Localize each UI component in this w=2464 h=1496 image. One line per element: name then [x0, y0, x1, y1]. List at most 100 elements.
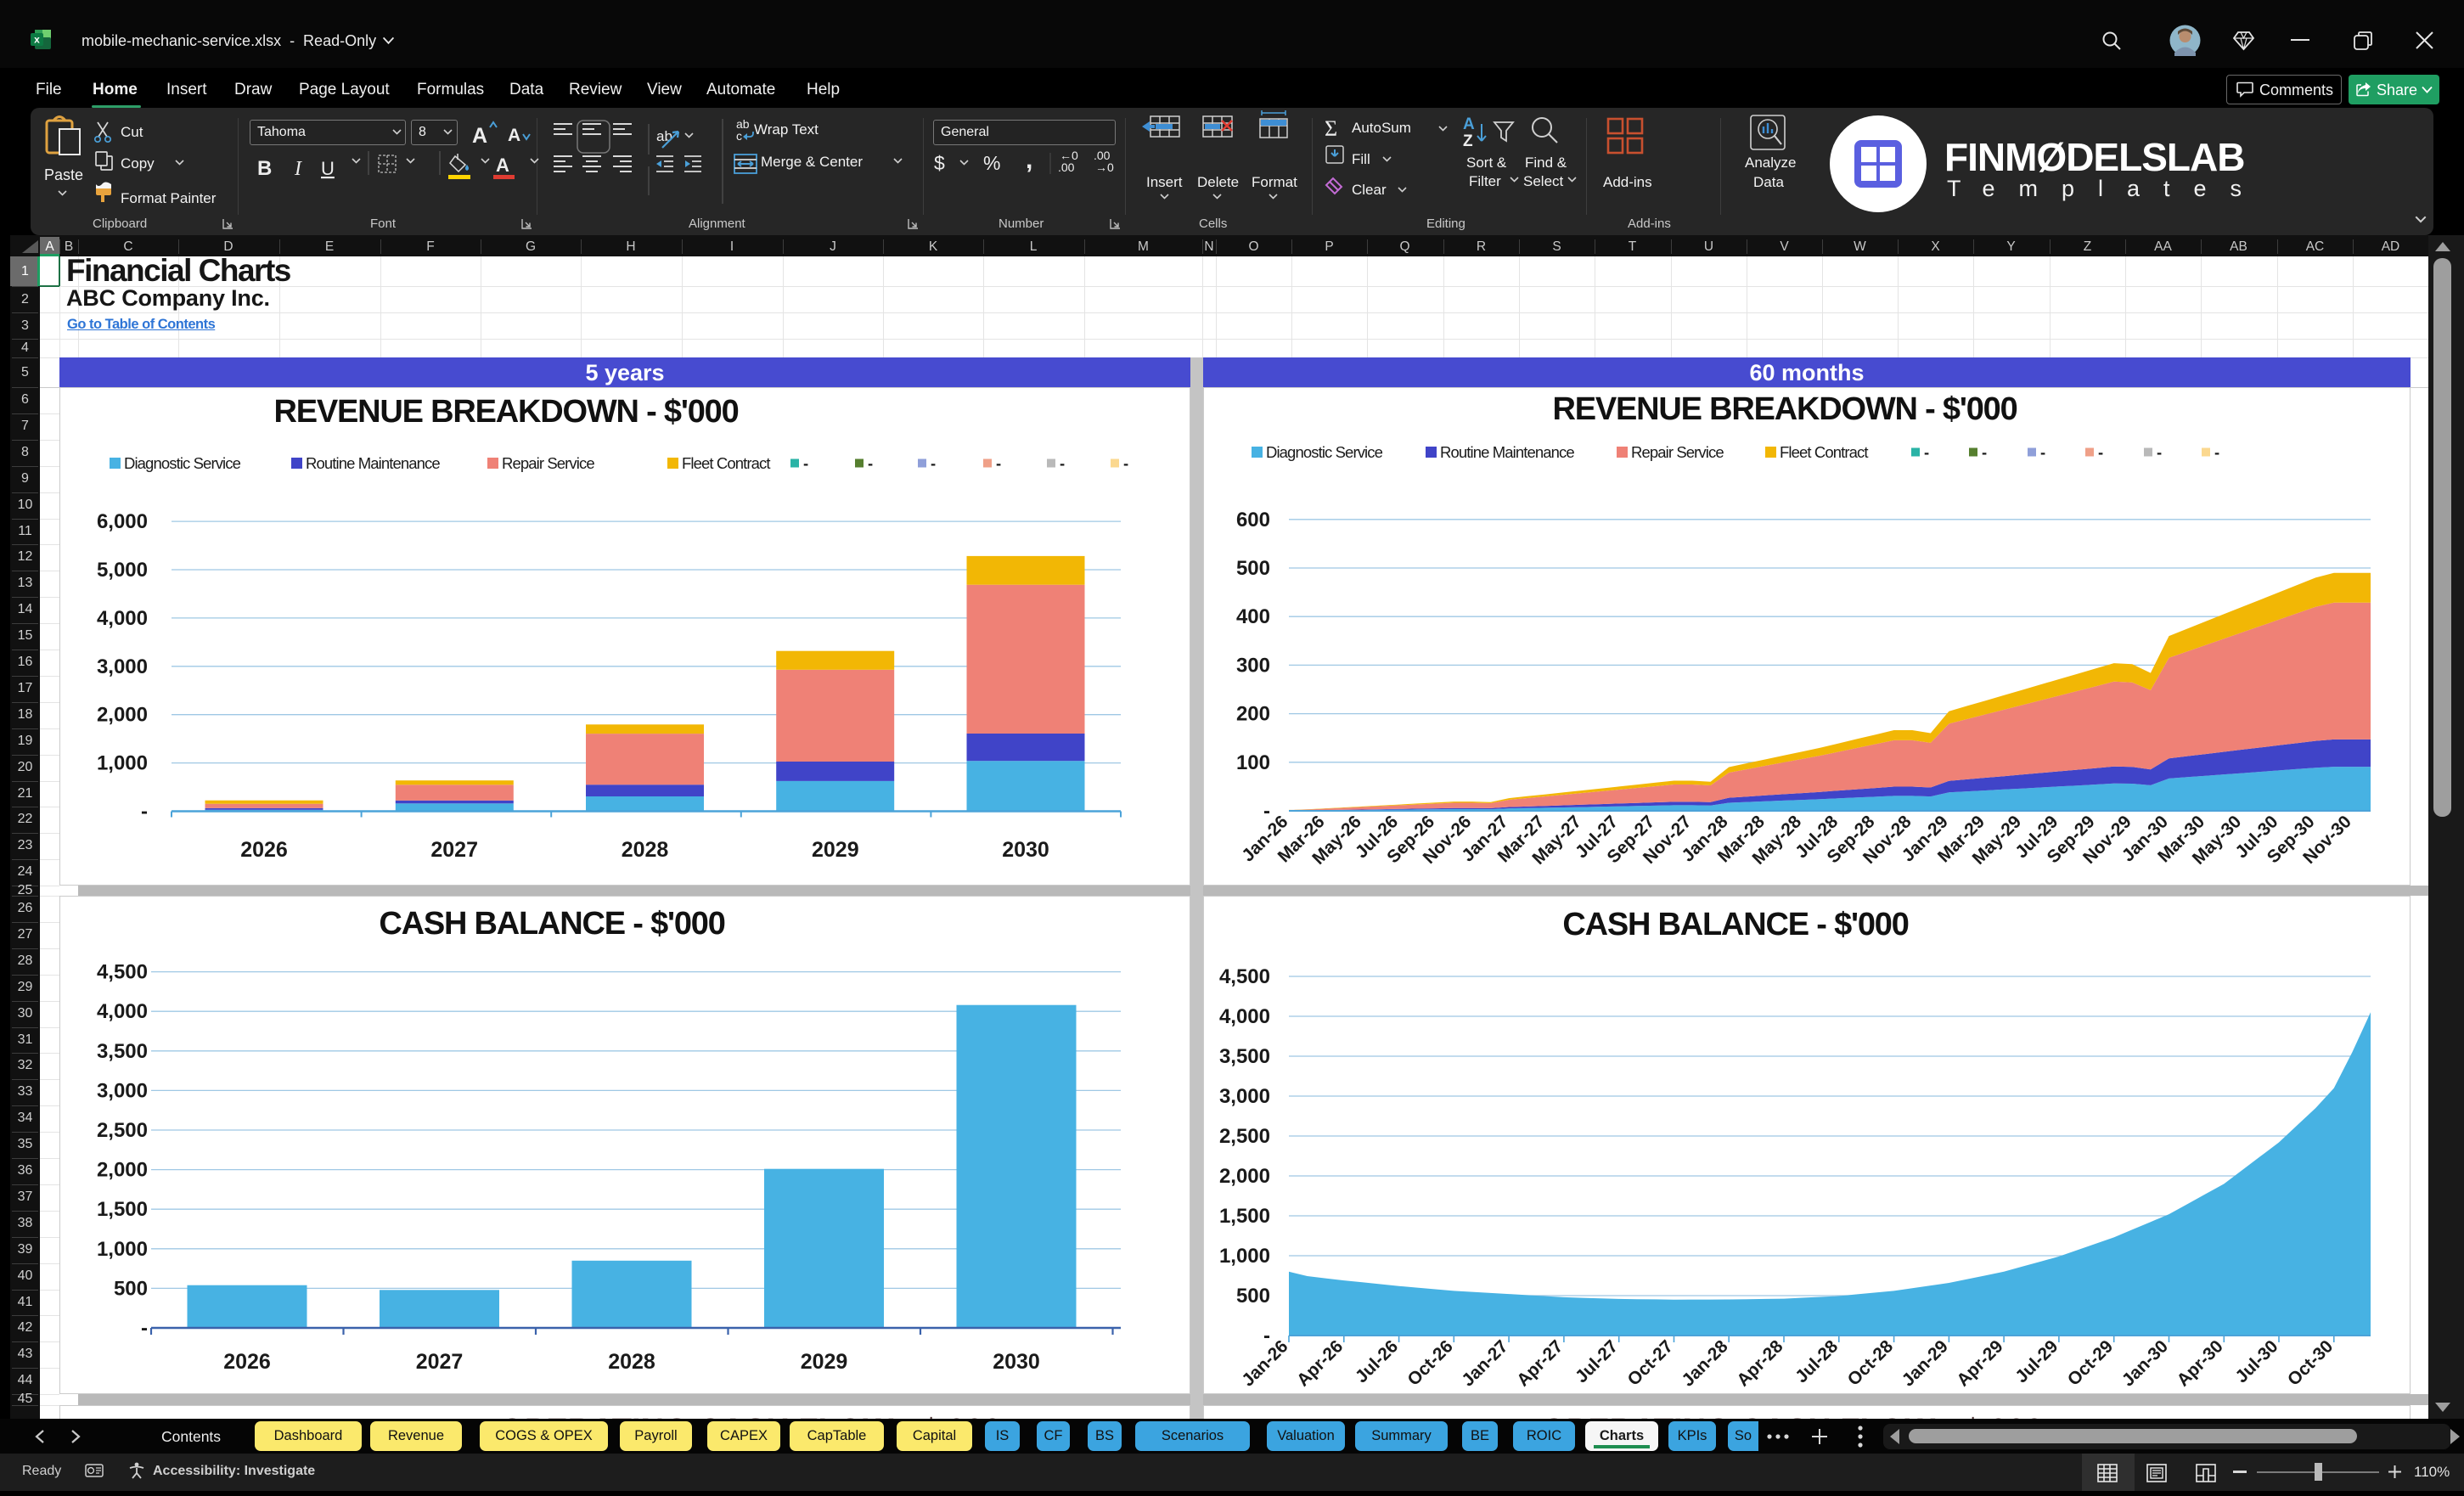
svg-text:5,000: 5,000 [97, 559, 148, 582]
svg-text:2026: 2026 [240, 838, 288, 862]
svg-text:Jul-28: Jul-28 [1792, 1336, 1842, 1386]
svg-text:-: - [2098, 443, 2103, 461]
svg-text:1,500: 1,500 [97, 1198, 148, 1221]
svg-text:Jan-29: Jan-29 [1899, 1336, 1952, 1390]
svg-text:Repair Service: Repair Service [502, 454, 594, 472]
svg-text:Apr-26: Apr-26 [1293, 1336, 1347, 1390]
svg-text:4,500: 4,500 [97, 961, 148, 984]
svg-text:Apr-27: Apr-27 [1513, 1336, 1567, 1390]
svg-text:-: - [1263, 800, 1270, 823]
svg-text:Diagnostic Service: Diagnostic Service [124, 454, 241, 472]
svg-text:Σ: Σ [1325, 116, 1337, 141]
svg-text:-: - [1924, 443, 1929, 461]
svg-text:-: - [2214, 443, 2219, 461]
svg-text:-: - [141, 801, 148, 824]
svg-text:3,500: 3,500 [1219, 1045, 1270, 1068]
svg-text:Apr-28: Apr-28 [1733, 1336, 1787, 1391]
svg-text:400: 400 [1236, 605, 1270, 628]
svg-text:-: - [1123, 454, 1128, 472]
svg-text:$: $ [934, 152, 945, 174]
svg-text:500: 500 [1236, 1285, 1270, 1308]
svg-text:2,000: 2,000 [97, 704, 148, 727]
svg-text:Z: Z [1463, 132, 1473, 150]
svg-text:1,000: 1,000 [97, 1238, 148, 1261]
svg-text:Oct-30: Oct-30 [2284, 1336, 2337, 1389]
svg-text:Jan-30: Jan-30 [2118, 1336, 2172, 1390]
svg-text:,: , [1026, 146, 1032, 174]
svg-text:Fleet Contract: Fleet Contract [1780, 443, 1868, 461]
svg-text:500: 500 [1236, 557, 1270, 580]
svg-text:4,000: 4,000 [97, 1000, 148, 1023]
svg-text:2,500: 2,500 [97, 1119, 148, 1142]
svg-text:CASH BALANCE - $'000: CASH BALANCE - $'000 [1562, 907, 1908, 942]
svg-text:ab: ab [656, 128, 672, 144]
svg-text:1,000: 1,000 [97, 752, 148, 775]
svg-text:4,000: 4,000 [1219, 1005, 1270, 1028]
svg-text:CASH BALANCE - $'000: CASH BALANCE - $'000 [379, 906, 724, 942]
svg-text:2029: 2029 [801, 1350, 848, 1374]
svg-text:A: A [508, 126, 520, 145]
svg-text:-: - [868, 454, 873, 472]
svg-text:4,500: 4,500 [1219, 965, 1270, 988]
svg-text:200: 200 [1236, 703, 1270, 726]
svg-text:A: A [496, 155, 509, 176]
svg-text:600: 600 [1236, 509, 1270, 531]
svg-text:Jan-27: Jan-27 [1458, 1336, 1511, 1390]
svg-text:3,000: 3,000 [97, 1079, 148, 1102]
svg-text:.00: .00 [1058, 160, 1075, 174]
svg-text:Jan-28: Jan-28 [1678, 1336, 1732, 1391]
svg-text:2,000: 2,000 [97, 1159, 148, 1182]
svg-text:U: U [321, 158, 335, 179]
svg-text:B: B [257, 157, 272, 180]
svg-text:6,000: 6,000 [97, 510, 148, 533]
svg-text:-: - [931, 454, 936, 472]
svg-text:REVENUE BREAKDOWN - $'000: REVENUE BREAKDOWN - $'000 [1552, 391, 2017, 427]
svg-text:x: x [34, 34, 40, 46]
svg-text:300: 300 [1236, 654, 1270, 677]
svg-text:→0: →0 [1095, 160, 1114, 174]
svg-text:Apr-29: Apr-29 [1953, 1336, 2006, 1390]
svg-text:Diagnostic Service: Diagnostic Service [1266, 443, 1383, 461]
svg-text:100: 100 [1236, 751, 1270, 774]
svg-text:2028: 2028 [622, 838, 669, 862]
svg-text:-: - [2040, 443, 2045, 461]
svg-text:500: 500 [114, 1277, 148, 1300]
svg-text:2027: 2027 [430, 838, 478, 862]
svg-text:A: A [1463, 115, 1475, 133]
svg-text:2,000: 2,000 [1219, 1165, 1270, 1188]
svg-text:%: % [983, 152, 1000, 174]
svg-text:Oct-27: Oct-27 [1624, 1336, 1677, 1389]
svg-text:Fleet Contract: Fleet Contract [682, 454, 770, 472]
svg-text:Oct-29: Oct-29 [2064, 1336, 2117, 1389]
svg-text:-: - [2157, 443, 2162, 461]
svg-text:2028: 2028 [608, 1350, 655, 1374]
svg-text:Oct-26: Oct-26 [1404, 1336, 1456, 1389]
svg-text:.00: .00 [1094, 149, 1111, 162]
svg-text:Jul-27: Jul-27 [1572, 1336, 1622, 1386]
svg-text:2030: 2030 [993, 1350, 1040, 1374]
svg-text:2027: 2027 [416, 1350, 464, 1374]
svg-text:3,000: 3,000 [1219, 1085, 1270, 1108]
svg-text:Oct-28: Oct-28 [1844, 1336, 1898, 1390]
svg-text:3,500: 3,500 [97, 1040, 148, 1063]
svg-text:4,000: 4,000 [97, 607, 148, 630]
svg-text:2030: 2030 [1002, 838, 1049, 862]
svg-text:A: A [472, 124, 487, 148]
svg-text:c: c [736, 129, 742, 143]
svg-text:1,500: 1,500 [1219, 1205, 1270, 1228]
svg-text:-: - [1060, 454, 1065, 472]
svg-text:Routine Maintenance: Routine Maintenance [306, 454, 440, 472]
svg-text:Jul-30: Jul-30 [2231, 1336, 2281, 1386]
svg-text:2026: 2026 [223, 1350, 271, 1374]
svg-text:ab: ab [736, 117, 750, 131]
svg-text:1,000: 1,000 [1219, 1245, 1270, 1268]
svg-text:3,000: 3,000 [97, 655, 148, 678]
svg-text:Routine Maintenance: Routine Maintenance [1440, 443, 1574, 461]
svg-text:-: - [1263, 1324, 1270, 1347]
svg-text:I: I [294, 158, 302, 180]
svg-text:-: - [996, 454, 1001, 472]
svg-text:-: - [803, 454, 808, 472]
svg-text:REVENUE BREAKDOWN - $'000: REVENUE BREAKDOWN - $'000 [273, 394, 738, 430]
svg-text:2029: 2029 [812, 838, 859, 862]
svg-text:←0: ←0 [1060, 149, 1078, 162]
